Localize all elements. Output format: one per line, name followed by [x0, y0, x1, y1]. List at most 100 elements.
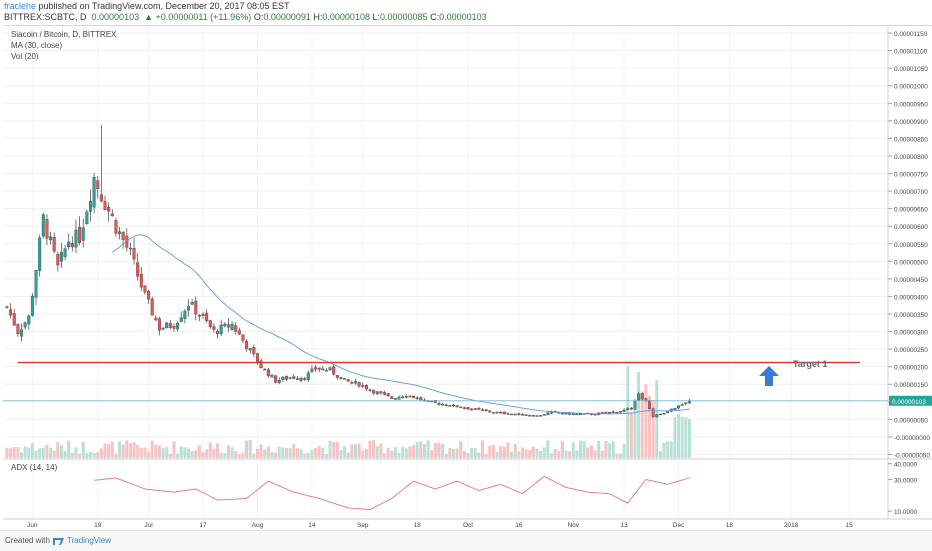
- candle-body: [531, 415, 535, 417]
- candle-body: [194, 300, 198, 315]
- volume-bar: [49, 447, 53, 458]
- time-tick-label: Nov: [567, 522, 579, 529]
- candle-body: [143, 285, 147, 293]
- candle-body: [375, 391, 379, 394]
- volume-bar: [81, 441, 85, 458]
- volume-bar: [128, 442, 132, 458]
- candle-body: [88, 201, 92, 212]
- price-tick-label: 0.00001000: [894, 84, 928, 91]
- candle-body: [136, 262, 140, 277]
- time-tick-label: Jul: [144, 522, 153, 529]
- candle-body: [611, 411, 615, 413]
- candle-body: [299, 378, 303, 381]
- volume-bar: [593, 450, 597, 458]
- volume-bar: [263, 449, 267, 458]
- candle-body: [176, 322, 180, 330]
- candle-body: [266, 369, 270, 377]
- volume-bar: [103, 443, 107, 458]
- volume-bar: [386, 447, 390, 458]
- time-tick-label: 18: [726, 522, 734, 529]
- candle-body: [571, 413, 575, 416]
- price-tick-label: 0.00000200: [894, 365, 928, 372]
- volume-bar: [437, 442, 441, 458]
- candle-body: [383, 392, 387, 395]
- volume-bar: [557, 450, 561, 458]
- legend-adx[interactable]: ADX (14, 14): [11, 463, 58, 472]
- volume-bar: [350, 444, 354, 458]
- price-overlays: Target 1: [3, 234, 888, 415]
- price-tick-label: 0.00000650: [894, 207, 928, 214]
- volume-bar: [535, 448, 539, 458]
- volume-bar: [484, 453, 488, 458]
- candle-body: [128, 247, 132, 250]
- legend-title[interactable]: Siacoin / Bitcoin, D, BITTREX: [11, 30, 117, 39]
- candle-body: [433, 400, 437, 403]
- legend-ma[interactable]: MA (30, close): [11, 41, 63, 50]
- time-tick-label: 13: [620, 522, 628, 529]
- candle-body: [372, 390, 376, 394]
- candle-body: [593, 414, 597, 416]
- volume-bar: [168, 453, 172, 458]
- candle-body: [34, 270, 38, 298]
- candle-body: [219, 324, 223, 335]
- volume-bar: [241, 452, 245, 458]
- candle-body: [343, 378, 347, 380]
- volume-bar: [655, 380, 659, 458]
- candle-body: [139, 274, 143, 288]
- volume-bar: [150, 440, 154, 458]
- volume-bar: [259, 444, 263, 458]
- price-tick-label: 0.00001150: [894, 31, 928, 38]
- price-tick-label: 0.00000550: [894, 242, 928, 249]
- candle-body: [154, 317, 158, 321]
- volume-bar: [136, 444, 140, 458]
- volume-bar: [397, 453, 401, 458]
- tradingview-brand-link[interactable]: TradingView: [67, 536, 112, 545]
- volume-bar: [582, 441, 586, 458]
- volume-bar: [88, 451, 92, 458]
- publish-text: published on TradingView.com, December 2…: [36, 1, 290, 11]
- volume-bar: [615, 453, 619, 458]
- candle-body: [520, 413, 524, 416]
- volume-bar: [499, 446, 503, 458]
- price-tick-label: 0.00000050: [894, 417, 928, 424]
- candle-body: [390, 396, 394, 399]
- volume-bar: [589, 445, 593, 458]
- time-tick-label: Dec: [673, 522, 685, 529]
- volume-bar: [415, 441, 419, 458]
- candle-body: [63, 248, 67, 257]
- volume-bar: [27, 447, 31, 458]
- volume-bar: [230, 447, 234, 458]
- price-tick-label: 0.00000450: [894, 277, 928, 284]
- price-tick-label: 0.00000600: [894, 224, 928, 231]
- volume-bar: [648, 396, 652, 458]
- volume-bar: [299, 449, 303, 458]
- candle-body: [633, 400, 637, 410]
- price-tick-label: 0.00001050: [894, 66, 928, 73]
- volume-bar: [114, 453, 118, 458]
- volume-bar: [669, 441, 673, 458]
- chart-container[interactable]: Target 1 0.00001150 0.00001100 0.00001050 0…: [3, 25, 932, 529]
- volume-bar: [107, 443, 111, 458]
- volume-bar: [274, 452, 278, 458]
- volume-bar: [481, 440, 485, 458]
- time-tick-label: 17: [199, 522, 207, 529]
- volume-bar: [477, 452, 481, 458]
- ma-line: [112, 234, 690, 415]
- legend-vol[interactable]: Vol (20): [11, 52, 39, 61]
- volume-bar: [118, 441, 122, 458]
- candle-body: [226, 324, 230, 328]
- author-link[interactable]: fraclehe: [4, 1, 37, 11]
- volume-bar: [321, 447, 325, 458]
- candle-body: [310, 368, 314, 373]
- candle-body: [324, 370, 328, 372]
- time-tick-label: 18: [414, 522, 422, 529]
- adx-line: [94, 475, 690, 510]
- candle-body: [673, 408, 677, 410]
- volume-bar: [564, 450, 568, 458]
- candle-body: [285, 376, 289, 380]
- chart-canvas[interactable]: Target 1 0.000011500.000011000.000010500…: [3, 26, 932, 529]
- candle-body: [197, 315, 201, 317]
- high-value: 0.00000108: [322, 12, 370, 22]
- candle-body: [339, 377, 343, 380]
- price-tick-label: 0.00000250: [894, 347, 928, 354]
